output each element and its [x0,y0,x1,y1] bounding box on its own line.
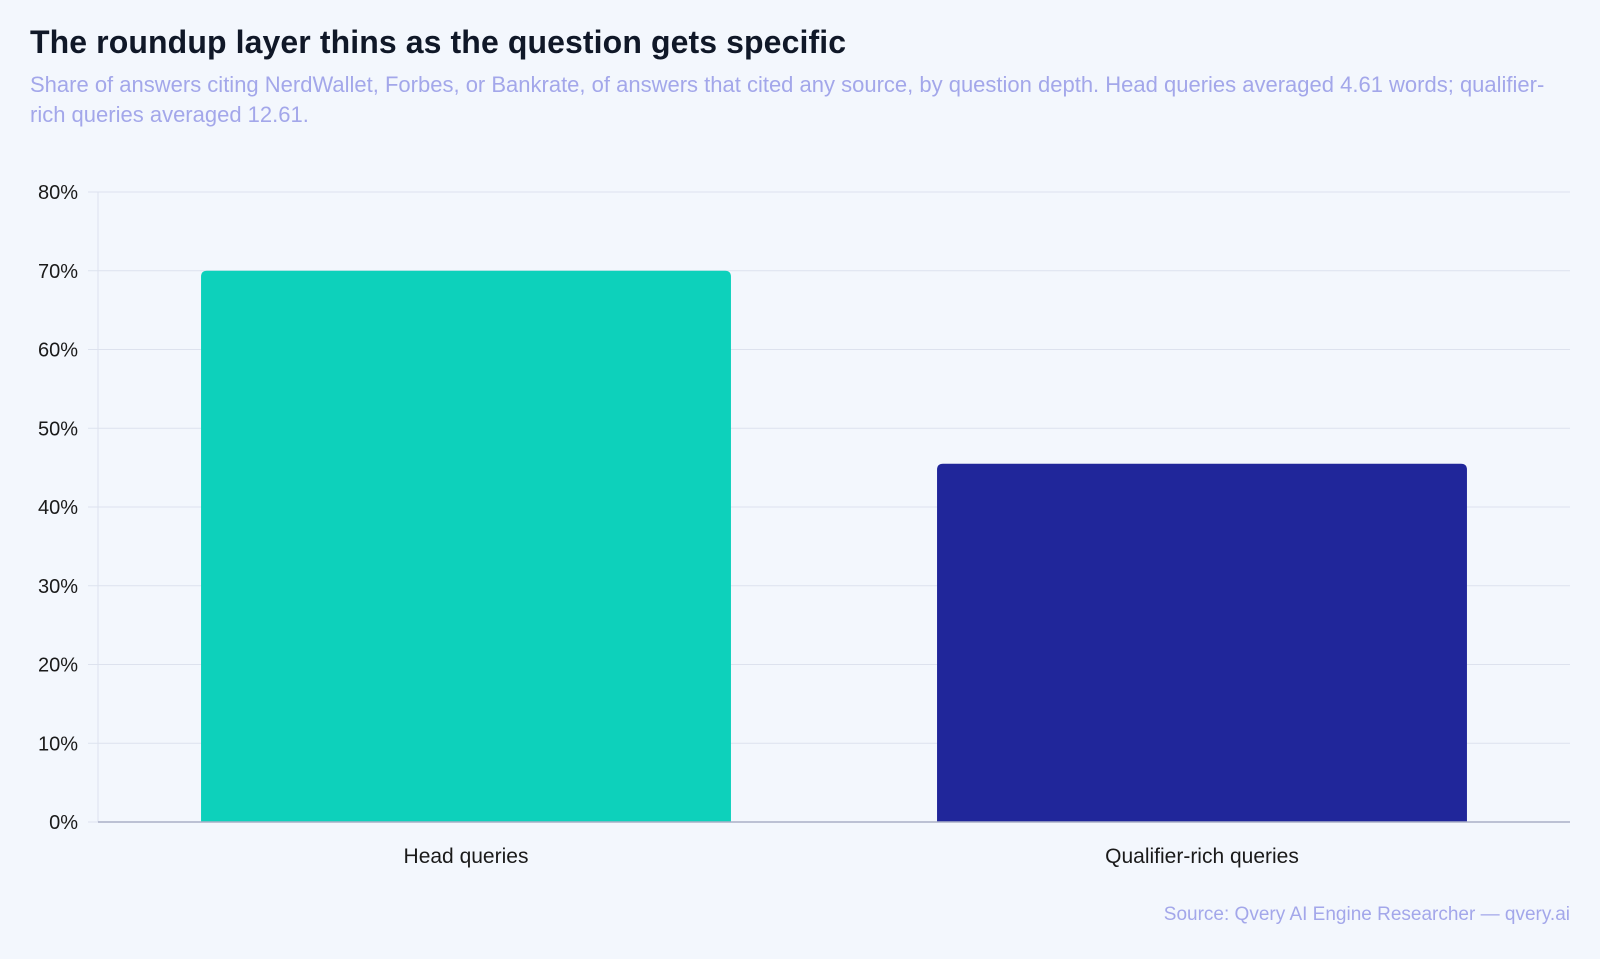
bar-qualifier-rich-queries [937,463,1467,822]
x-tick-label: Head queries [404,845,529,868]
y-tick-label: 0% [49,812,78,834]
source-note: Source: Qvery AI Engine Researcher — qve… [1163,904,1570,925]
chart-subtitle: Share of answers citing NerdWallet, Forb… [30,72,1545,127]
y-tick-label: 70% [38,261,78,283]
x-tick-label: Qualifier-rich queries [1105,845,1299,868]
y-tick-label: 50% [38,418,78,440]
y-tick-label: 30% [38,576,78,598]
y-tick-label: 60% [38,340,78,362]
bar-head-queries [201,270,731,822]
y-tick-label: 20% [38,655,78,677]
y-tick-label: 10% [38,733,78,755]
y-tick-label: 80% [38,182,78,204]
y-tick-label: 40% [38,497,78,519]
chart-title: The roundup layer thins as the question … [30,24,847,60]
